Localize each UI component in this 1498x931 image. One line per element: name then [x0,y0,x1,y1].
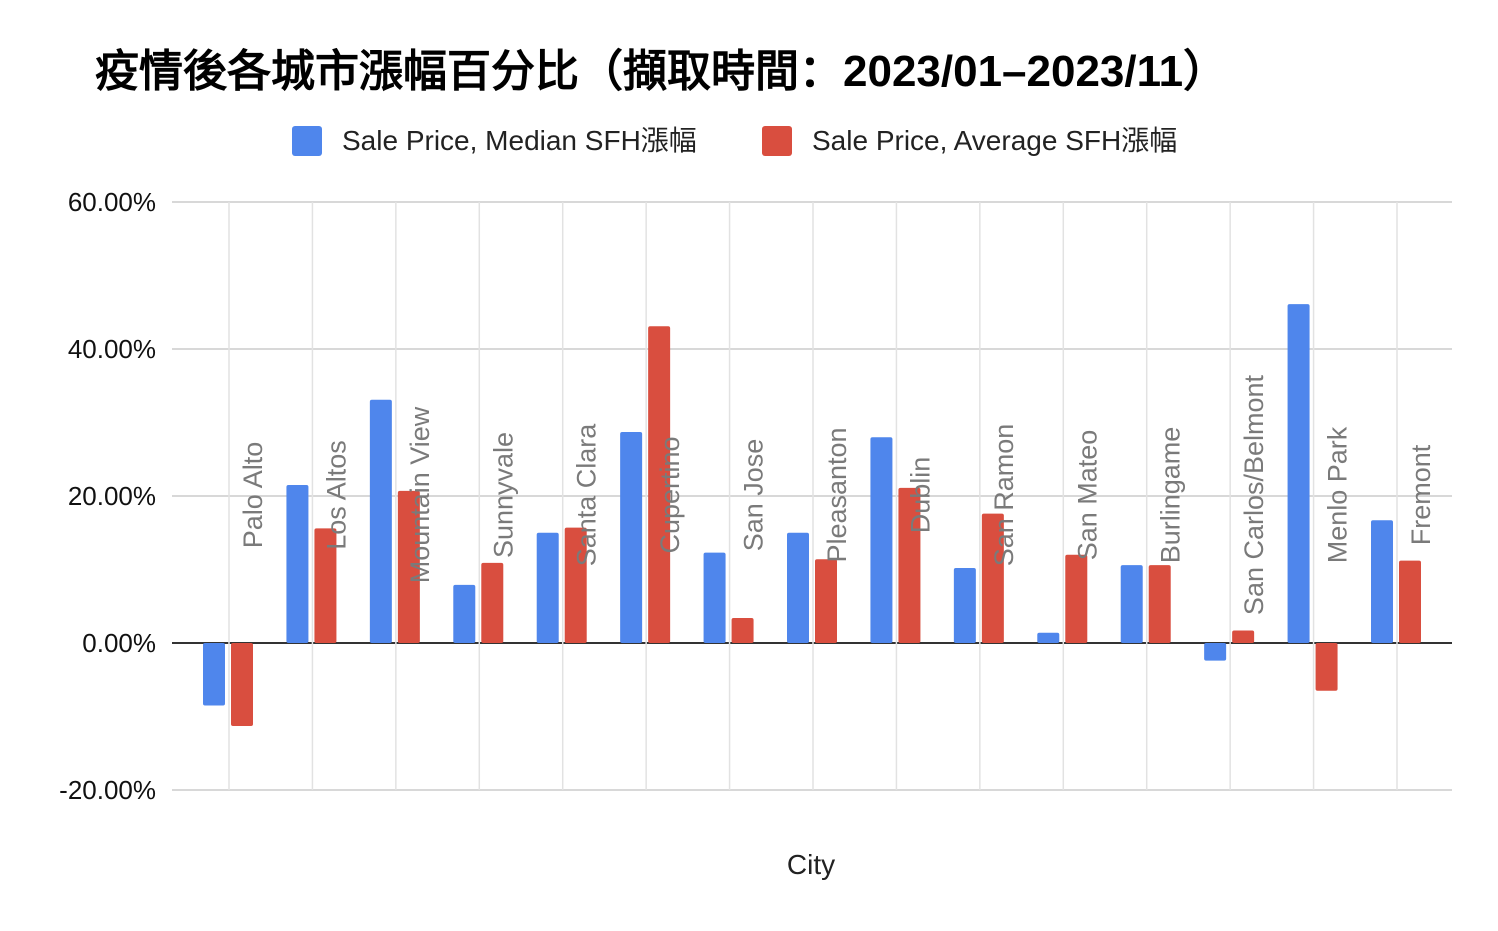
category-label: Mountain View [405,406,435,583]
bar-average [981,513,1004,643]
x-axis-label: City [787,849,835,880]
bars [203,304,1421,727]
bar-average [1232,630,1255,643]
category-label: Cupertino [655,436,685,553]
chart-title: 疫情後各城市漲幅百分比（擷取時間：2023/01–2023/11） [95,47,1227,96]
category-label: Los Altos [321,440,351,550]
bar-average [481,562,504,643]
bar-median [1287,304,1310,643]
category-label: Dublin [905,457,935,534]
category-label: San Ramon [989,424,1019,567]
bar-average [898,487,921,643]
bar-average [397,490,420,643]
bar-average [564,527,587,643]
bar-median [1120,565,1143,643]
category-label: Pleasanton [822,427,852,562]
bar-average [231,643,253,727]
bar-median [203,643,225,706]
legend-swatch-1 [292,126,322,156]
bar-average [1065,554,1088,643]
category-label: Burlingame [1156,427,1186,564]
y-tick-label: 60.00% [68,187,156,217]
bar-median [1037,632,1060,643]
y-tick-label: 40.00% [68,334,156,364]
legend-label-2: Sale Price, Average SFH漲幅 [812,125,1177,156]
y-axis-ticks: 60.00% 40.00% 20.00% 0.00% -20.00% [59,187,156,805]
bar-average [1315,643,1338,691]
bar-median [787,532,809,643]
legend: Sale Price, Median SFH漲幅 Sale Price, Aver… [292,125,1177,156]
category-label: Menlo Park [1323,426,1353,563]
bar-median [703,552,726,643]
category-label: Palo Alto [238,442,268,549]
bar-median [286,484,309,643]
y-tick-label: 20.00% [68,481,156,511]
bar-median [536,532,559,643]
bar-median [1204,643,1227,661]
category-label: San Jose [739,439,769,552]
bar-median [870,437,893,643]
y-tick-label: 0.00% [82,628,156,658]
legend-swatch-2 [762,126,792,156]
bar-average [731,618,754,643]
legend-label-1: Sale Price, Median SFH漲幅 [342,125,697,156]
bar-average [648,326,671,643]
category-labels: Palo Alto Los Altos Mountain View Sunnyvale… [238,374,1436,615]
y-tick-label: -20.00% [59,775,156,805]
category-label: Santa Clara [572,423,602,567]
category-label: Fremont [1406,444,1436,545]
bar-average [1399,560,1421,643]
category-label: San Mateo [1072,430,1102,561]
bar-median [620,432,643,643]
bar-median [369,399,392,643]
category-label: San Carlos/Belmont [1239,374,1269,615]
bar-median [1371,520,1393,643]
bar-median [453,584,476,643]
category-label: Sunnyvale [488,432,518,558]
bar-average [815,559,837,643]
bar-median [953,568,976,643]
bar-average [314,528,337,643]
bar-average [1148,565,1171,643]
